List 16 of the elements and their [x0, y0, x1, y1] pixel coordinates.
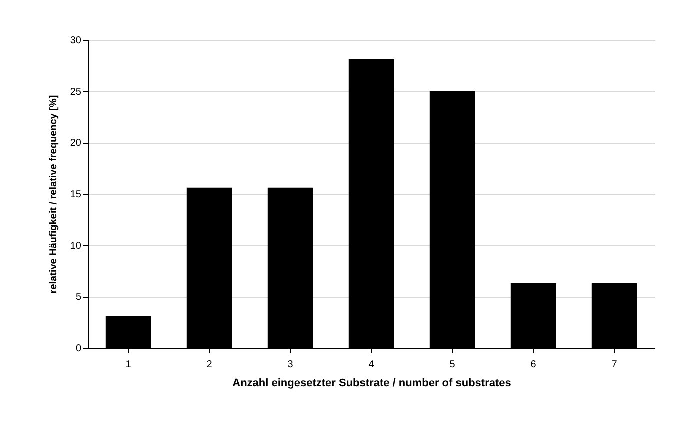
x-tick-label: 5 [450, 360, 456, 370]
y-tick-label: 0 [76, 344, 82, 354]
x-tick-label: 7 [612, 360, 618, 370]
x-tick-label: 4 [368, 360, 375, 370]
x-tick-label: 1 [126, 360, 132, 370]
x-tick-label: 3 [288, 360, 294, 370]
y-tick-label: 30 [70, 36, 82, 46]
y-tick-label: 20 [70, 138, 82, 150]
x-axis-title: Anzahl eingesetzter Substrate / number of substrates [232, 378, 512, 390]
y-tick-label: 5 [76, 292, 82, 304]
y-tick-label: 25 [70, 86, 82, 98]
x-tick-label: 6 [530, 360, 537, 370]
y-axis-title: relative Häufigkeit / relative frequency [%] [48, 95, 60, 294]
y-tick-label: 10 [70, 240, 82, 252]
y-tick-label: 15 [70, 190, 82, 200]
x-tick-label: 2 [206, 360, 213, 370]
